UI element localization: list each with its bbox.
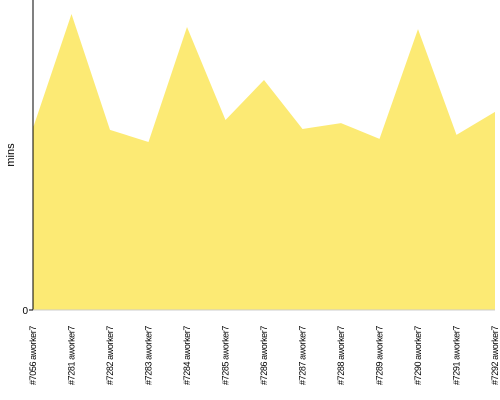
x-tick-label: #7284 aworker7 [182,326,192,385]
x-tick-label: #7290 aworker7 [413,326,423,385]
x-tick-label: #7291 aworker7 [452,326,462,385]
x-tick-label: #7287 aworker7 [298,326,308,385]
x-tick-label: #7288 aworker7 [336,326,346,385]
y-axis-label: mins [5,143,17,167]
x-tick-label: #7056 aworker7 [28,326,38,385]
x-tick-label: #7281 aworker7 [67,326,77,385]
x-tick-label: #7282 aworker7 [105,326,115,385]
x-tick-label: #7285 aworker7 [221,326,231,385]
x-tick-label: #7289 aworker7 [375,326,385,385]
area [33,13,495,310]
x-tick-label: #7292 aworker7 [490,326,500,385]
y-tick-label: 0 [22,306,28,317]
x-tick-label: #7286 aworker7 [259,326,269,385]
x-tick-label: #7283 aworker7 [144,326,154,385]
